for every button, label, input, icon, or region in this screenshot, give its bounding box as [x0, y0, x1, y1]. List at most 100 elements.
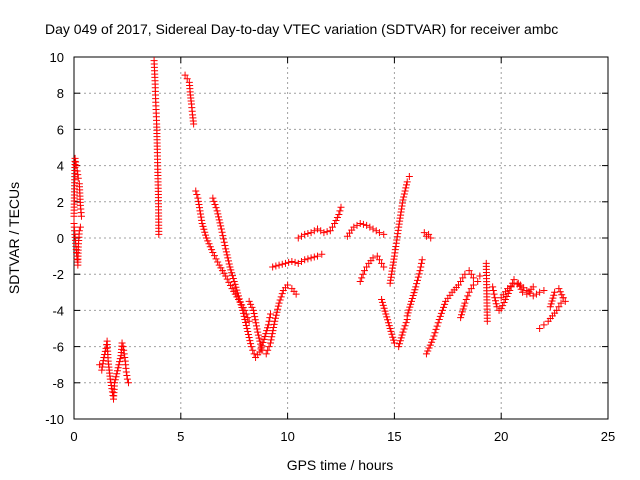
- data-point: [493, 303, 501, 311]
- data-point: [249, 306, 257, 314]
- data-point: [375, 229, 383, 237]
- data-point: [106, 375, 114, 383]
- data-point: [422, 350, 430, 358]
- data-point: [197, 213, 205, 221]
- data-point: [252, 319, 260, 327]
- data-point: [194, 197, 202, 205]
- data-point: [118, 339, 126, 347]
- data-point: [119, 343, 127, 351]
- data-point: [464, 292, 472, 300]
- data-point: [529, 292, 537, 300]
- data-point: [250, 310, 258, 318]
- data-point: [403, 181, 411, 189]
- data-point: [318, 250, 326, 258]
- data-point: [384, 316, 392, 324]
- data-point: [380, 263, 388, 271]
- data-point: [492, 297, 500, 305]
- data-point: [267, 310, 275, 318]
- data-point: [428, 338, 436, 346]
- data-point: [337, 203, 345, 211]
- data-point: [271, 314, 279, 322]
- data-point: [226, 263, 234, 271]
- data-point: [363, 221, 371, 229]
- data-point: [405, 172, 413, 180]
- data-point: [462, 296, 470, 304]
- data-point: [122, 368, 130, 376]
- data-point: [297, 258, 305, 266]
- data-point: [71, 154, 79, 162]
- data-point: [467, 285, 475, 293]
- data-point: [124, 379, 132, 387]
- data-point: [465, 288, 473, 296]
- data-point: [407, 297, 415, 305]
- data-point: [217, 225, 225, 233]
- data-point: [254, 331, 262, 339]
- data-point: [181, 71, 189, 79]
- data-point: [277, 293, 285, 301]
- data-point: [438, 306, 446, 314]
- data-point: [491, 294, 499, 302]
- data-point: [195, 201, 203, 209]
- data-point: [400, 190, 408, 198]
- data-point: [72, 162, 80, 170]
- data-point: [550, 291, 558, 299]
- data-point: [246, 337, 254, 345]
- data-point: [297, 232, 305, 240]
- data-point: [242, 318, 250, 326]
- data-point: [401, 322, 409, 330]
- data-point: [497, 305, 505, 313]
- data-point: [268, 330, 276, 338]
- data-point: [116, 355, 124, 363]
- data-point: [248, 303, 256, 311]
- data-point: [399, 196, 407, 204]
- data-point: [228, 272, 236, 280]
- data-point: [378, 259, 386, 267]
- data-point: [294, 259, 302, 267]
- data-point: [369, 225, 377, 233]
- data-point: [214, 258, 222, 266]
- data-point: [114, 364, 122, 372]
- data-point: [358, 274, 366, 282]
- data-point: [111, 379, 119, 387]
- data-point: [211, 201, 219, 209]
- data-point: [441, 300, 449, 308]
- data-point: [425, 230, 433, 238]
- data-point: [208, 246, 216, 254]
- data-point: [198, 216, 206, 224]
- data-point: [399, 328, 407, 336]
- data-point: [201, 228, 209, 236]
- data-point: [123, 372, 131, 380]
- data-point: [220, 238, 228, 246]
- data-point: [120, 350, 128, 358]
- data-point: [459, 274, 467, 282]
- y-tick-label: 8: [57, 86, 64, 101]
- data-point: [212, 204, 220, 212]
- data-point: [245, 334, 253, 342]
- data-point: [400, 193, 408, 201]
- data-point: [245, 317, 253, 325]
- data-point: [194, 194, 202, 202]
- data-point: [265, 343, 273, 351]
- data-point: [317, 227, 325, 235]
- data-point: [555, 285, 563, 293]
- data-point: [269, 263, 277, 271]
- data-point: [435, 315, 443, 323]
- data-point: [123, 375, 131, 383]
- data-point: [212, 255, 220, 263]
- data-point: [262, 330, 270, 338]
- data-point: [425, 344, 433, 352]
- data-point: [396, 337, 404, 345]
- data-point: [228, 269, 236, 277]
- data-point: [113, 367, 121, 375]
- data-point: [113, 370, 121, 378]
- data-point: [304, 255, 312, 263]
- data-point: [413, 276, 421, 284]
- data-point: [307, 254, 315, 262]
- data-point: [385, 322, 393, 330]
- data-point: [251, 316, 259, 324]
- data-point: [213, 207, 221, 215]
- data-point: [360, 267, 368, 275]
- data-point: [555, 303, 563, 311]
- data-point: [396, 340, 404, 348]
- data-point: [285, 258, 293, 266]
